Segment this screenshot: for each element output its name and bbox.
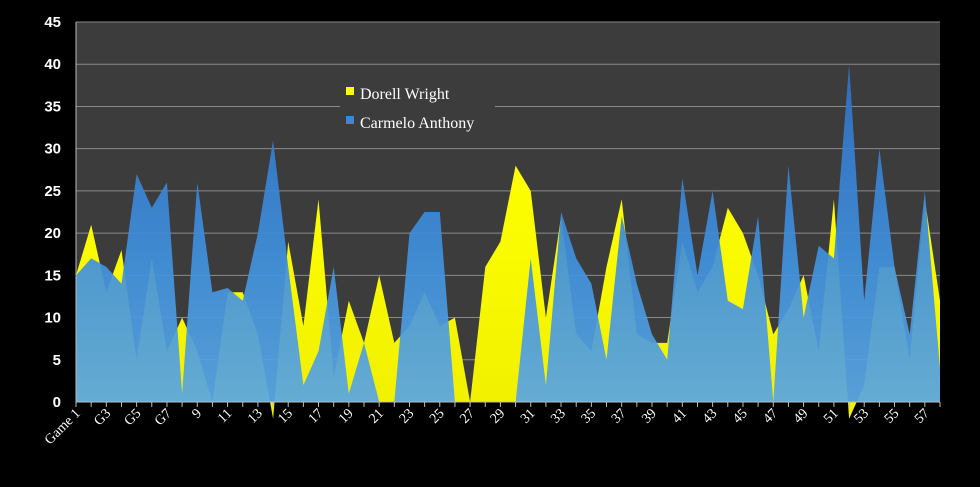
- x-tick-label: G5: [122, 406, 145, 429]
- x-axis-ticks: Game 1 G3 G5 G7 9 11 13 15 17 19 21 23 25 27 29 31 33 35 3…: [42, 406, 933, 448]
- x-tick-label: 27: [457, 406, 478, 427]
- x-tick-label: Game 1: [42, 406, 84, 448]
- x-tick-label: 15: [276, 406, 297, 427]
- x-tick-label: 21: [366, 406, 387, 427]
- y-tick-label: 40: [44, 56, 61, 73]
- x-tick-label: 47: [761, 406, 782, 427]
- x-tick-label: 45: [730, 406, 751, 427]
- y-tick-label: 10: [44, 310, 61, 327]
- x-tick-label: 17: [306, 406, 327, 427]
- legend: Dorell Wright Carmelo Anthony: [340, 78, 495, 140]
- x-tick-label: 33: [548, 406, 569, 427]
- x-tick-label: 9: [190, 406, 206, 422]
- y-axis-ticks: 0 5 10 15 20 25 30 35 40 45: [44, 14, 61, 411]
- y-tick-label: 25: [44, 183, 61, 200]
- x-tick-label: 31: [518, 406, 539, 427]
- x-tick-label: 41: [670, 406, 691, 427]
- y-tick-label: 45: [44, 14, 61, 31]
- y-tick-label: 15: [44, 267, 61, 284]
- x-tick-label: G7: [152, 406, 175, 429]
- x-tick-label: 37: [609, 406, 630, 427]
- x-tick-label: 11: [215, 406, 235, 426]
- x-tick-label: 35: [579, 406, 600, 427]
- y-tick-label: 35: [44, 98, 61, 115]
- legend-label-dorell-wright: Dorell Wright: [360, 86, 450, 103]
- x-tick-label: 43: [700, 406, 721, 427]
- x-tick-label: 13: [245, 406, 266, 427]
- y-tick-label: 5: [53, 352, 61, 369]
- x-tick-label: G3: [91, 406, 114, 429]
- axes: [75, 22, 941, 407]
- y-tick-label: 30: [44, 141, 61, 158]
- x-tick-label: 25: [427, 406, 448, 427]
- y-tick-label: 20: [44, 225, 61, 242]
- x-tick-label: 23: [397, 406, 418, 427]
- x-tick-label: 39: [639, 406, 660, 427]
- legend-swatch-carmelo-anthony: [346, 116, 354, 124]
- series-layer: [76, 64, 940, 419]
- series-area-carmelo-anthony: [76, 64, 940, 402]
- x-tick-label: 53: [852, 406, 873, 427]
- x-tick-label: 29: [488, 406, 509, 427]
- x-tick-label: 55: [882, 406, 903, 427]
- x-tick-label: 51: [821, 406, 842, 427]
- y-tick-label: 0: [53, 394, 61, 411]
- x-tick-label: 57: [912, 406, 933, 427]
- x-tick-label: 19: [336, 406, 357, 427]
- legend-box: [340, 78, 495, 140]
- legend-swatch-dorell-wright: [346, 87, 354, 95]
- x-tick-label: 49: [791, 406, 812, 427]
- legend-label-carmelo-anthony: Carmelo Anthony: [360, 115, 474, 132]
